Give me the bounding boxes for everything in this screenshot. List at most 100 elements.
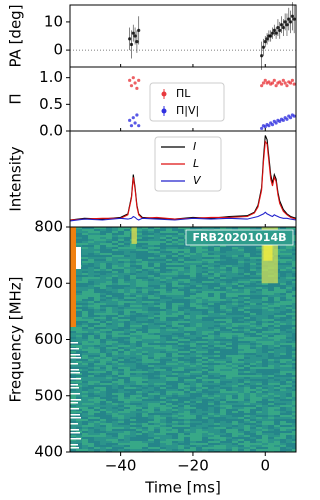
noise	[292, 443, 298, 445]
noise	[106, 377, 112, 379]
noise	[154, 229, 160, 231]
noise	[214, 443, 220, 445]
noise	[250, 371, 256, 373]
noise	[142, 335, 148, 337]
noise	[130, 307, 136, 309]
noise	[178, 275, 184, 277]
noise	[286, 271, 292, 273]
noise	[220, 249, 226, 251]
noise	[178, 373, 184, 375]
noise	[130, 377, 136, 379]
noise	[280, 375, 286, 377]
noise	[88, 269, 94, 271]
noise	[196, 387, 202, 389]
noise	[250, 311, 256, 313]
noise	[250, 379, 256, 381]
noise	[208, 395, 214, 397]
noise	[160, 449, 166, 451]
noise	[184, 327, 190, 329]
noise	[136, 321, 142, 323]
noise	[70, 365, 76, 367]
noise	[256, 259, 262, 261]
noise	[148, 239, 154, 241]
noise	[196, 273, 202, 275]
noise	[154, 323, 160, 325]
noise	[166, 255, 172, 257]
noise	[214, 441, 220, 443]
noise	[124, 317, 130, 319]
noise	[286, 303, 292, 305]
noise	[220, 277, 226, 279]
noise	[178, 293, 184, 295]
noise	[148, 407, 154, 409]
noise	[154, 289, 160, 291]
noise	[232, 261, 238, 263]
noise	[262, 449, 268, 451]
noise	[136, 429, 142, 431]
noise	[190, 413, 196, 415]
noise	[130, 313, 136, 315]
noise	[118, 265, 124, 267]
noise	[292, 281, 298, 283]
noise	[178, 449, 184, 451]
noise	[214, 449, 220, 451]
noise	[142, 287, 148, 289]
noise	[142, 317, 148, 319]
noise	[214, 433, 220, 435]
noise	[202, 419, 208, 421]
noise	[160, 367, 166, 369]
noise	[142, 401, 148, 403]
noise	[94, 307, 100, 309]
noise	[172, 251, 178, 253]
noise	[100, 311, 106, 313]
noise	[238, 397, 244, 399]
noise	[256, 341, 262, 343]
noise	[214, 367, 220, 369]
noise	[130, 371, 136, 373]
noise	[178, 351, 184, 353]
noise	[172, 339, 178, 341]
noise	[148, 369, 154, 371]
noise	[106, 425, 112, 427]
noise	[136, 449, 142, 451]
noise	[106, 395, 112, 397]
noise	[154, 385, 160, 387]
noise	[82, 417, 88, 419]
noise	[262, 399, 268, 401]
noise	[154, 285, 160, 287]
noise	[172, 341, 178, 343]
noise	[160, 441, 166, 443]
noise	[238, 301, 244, 303]
noise	[106, 385, 112, 387]
noise	[70, 435, 76, 437]
noise	[184, 303, 190, 305]
noise	[172, 229, 178, 231]
noise	[184, 293, 190, 295]
noise	[118, 291, 124, 293]
noise	[178, 437, 184, 439]
noise	[166, 433, 172, 435]
noise	[88, 413, 94, 415]
noise	[256, 311, 262, 313]
noise	[154, 365, 160, 367]
noise	[286, 343, 292, 345]
noise	[118, 389, 124, 391]
noise	[292, 273, 298, 275]
noise	[82, 381, 88, 383]
noise	[178, 395, 184, 397]
y-tick-label: 400	[34, 443, 63, 461]
noise	[202, 383, 208, 385]
noise	[292, 301, 298, 303]
noise	[184, 409, 190, 411]
y-axis-label: PA [deg]	[7, 4, 25, 67]
legend-label: L	[193, 157, 199, 170]
legend-label: Π|V|	[176, 104, 199, 117]
noise	[292, 373, 298, 375]
noise	[124, 355, 130, 357]
noise	[100, 371, 106, 373]
noise	[196, 253, 202, 255]
noise	[160, 365, 166, 367]
noise	[226, 361, 232, 363]
noise	[250, 447, 256, 449]
noise	[136, 359, 142, 361]
